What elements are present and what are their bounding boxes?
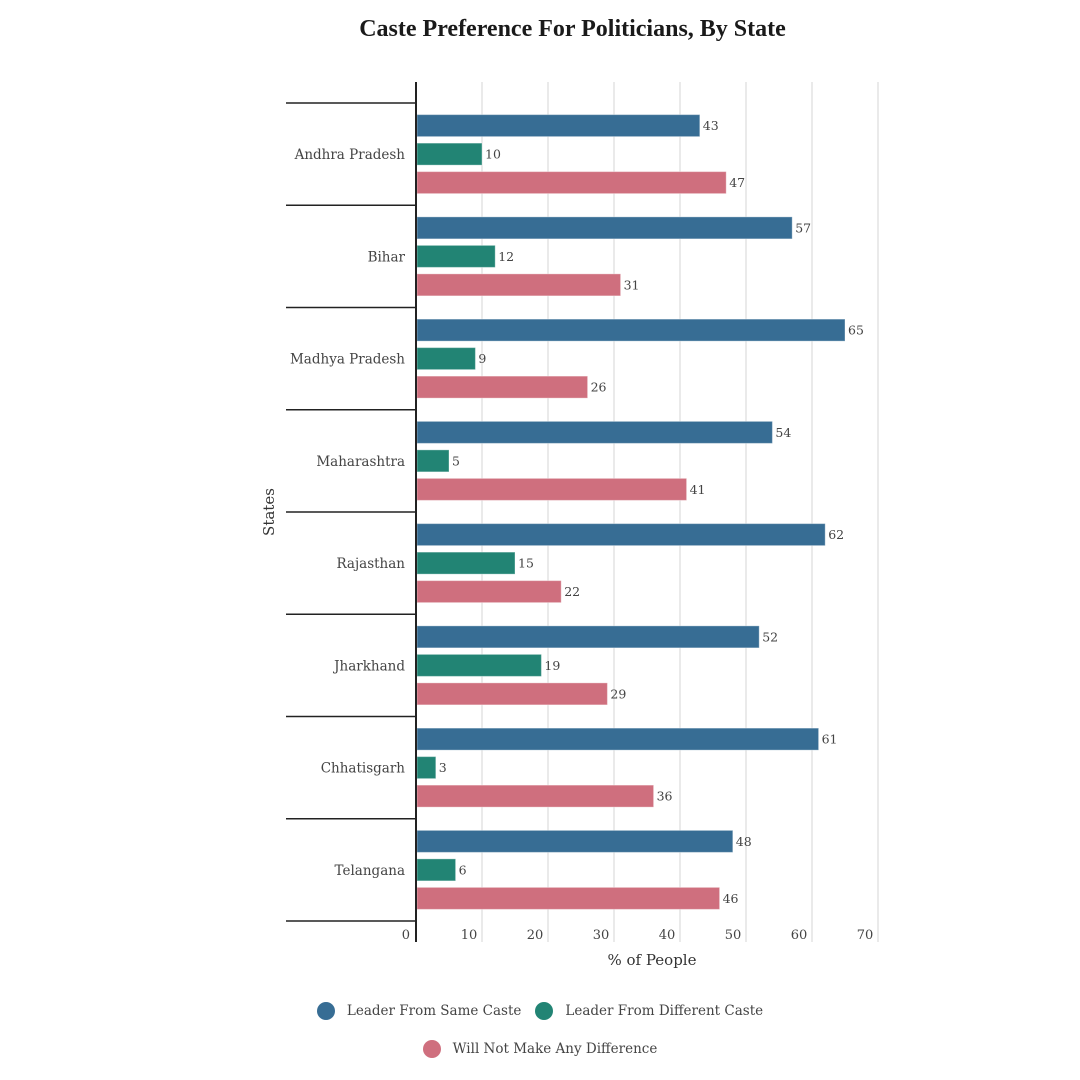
bar-value-label: 22	[564, 584, 580, 599]
category-label: Bihar	[368, 249, 406, 265]
bar-value-label: 43	[703, 118, 719, 133]
bar-leader-from-different-caste[interactable]	[416, 244, 496, 268]
bars	[416, 114, 846, 910]
legend-row-2: Will Not Make Any Difference	[0, 1040, 1080, 1058]
bar-value-label: 31	[624, 277, 640, 292]
bar-will-not-make-any-difference[interactable]	[416, 682, 608, 706]
bar-value-label: 54	[775, 425, 791, 440]
bar-value-label: 41	[690, 482, 706, 497]
bar-leader-from-different-caste[interactable]	[416, 449, 450, 473]
bar-value-label: 65	[848, 323, 864, 338]
bar-will-not-make-any-difference[interactable]	[416, 477, 688, 501]
legend-item-no-difference[interactable]: Will Not Make Any Difference	[422, 1040, 658, 1058]
bar-value-label: 29	[610, 686, 626, 701]
bar-leader-from-different-caste[interactable]	[416, 756, 437, 780]
bar-will-not-make-any-difference[interactable]	[416, 171, 727, 195]
bar-will-not-make-any-difference[interactable]	[416, 886, 721, 910]
bar-value-label: 61	[822, 732, 838, 747]
x-tick-label: 20	[527, 928, 544, 943]
gridlines	[481, 82, 879, 942]
x-tick-label: 50	[725, 928, 742, 943]
bar-leader-from-same-caste[interactable]	[416, 523, 826, 547]
value-labels: 43 10 47 57 12 31 65 9 26 54 5 41 62 15 22 52 19 29 61 3 36 4…	[439, 118, 864, 906]
bar-value-label: 9	[478, 351, 486, 366]
bar-value-label: 10	[485, 147, 501, 162]
bar-value-label: 15	[518, 556, 534, 571]
bar-value-label: 5	[452, 453, 460, 468]
bar-value-label: 6	[459, 862, 467, 877]
bar-value-label: 12	[498, 249, 514, 264]
bar-leader-from-different-caste[interactable]	[416, 551, 516, 575]
x-tick-label: 70	[857, 928, 874, 943]
bar-leader-from-different-caste[interactable]	[416, 858, 457, 882]
bar-leader-from-different-caste[interactable]	[416, 653, 542, 677]
bar-value-label: 26	[591, 380, 607, 395]
bar-leader-from-different-caste[interactable]	[416, 347, 476, 371]
bar-value-label: 52	[762, 629, 778, 644]
bar-will-not-make-any-difference[interactable]	[416, 273, 622, 297]
x-tick-label: 10	[461, 928, 478, 943]
x-tick-label: 40	[659, 928, 676, 943]
legend-dot-icon	[316, 1002, 335, 1020]
legend-row-1: Leader From Same Caste Leader From Diffe…	[0, 1002, 1080, 1020]
bar-leader-from-same-caste[interactable]	[416, 829, 734, 853]
bar-value-label: 47	[729, 175, 745, 190]
legend-item-same-caste[interactable]: Leader From Same Caste	[316, 1002, 522, 1020]
bar-leader-from-same-caste[interactable]	[416, 420, 773, 444]
x-tick-label: 0	[402, 928, 410, 943]
category-label: Telangana	[335, 863, 405, 879]
category-label: Jharkhand	[332, 658, 405, 674]
bar-value-label: 57	[795, 220, 811, 235]
bar-leader-from-same-caste[interactable]	[416, 216, 793, 240]
legend-item-different-caste[interactable]: Leader From Different Caste	[535, 1002, 763, 1020]
bar-leader-from-same-caste[interactable]	[416, 727, 820, 751]
legend-dot-icon	[422, 1040, 441, 1058]
legend-dot-icon	[535, 1002, 554, 1020]
bar-value-label: 62	[828, 527, 844, 542]
legend-label: Leader From Same Caste	[346, 1003, 522, 1019]
category-label: Chhatisgarh	[321, 761, 406, 777]
bar-value-label: 48	[736, 834, 752, 849]
category-label: Maharashtra	[316, 454, 405, 470]
bar-value-label: 36	[657, 789, 673, 804]
x-tick-label: 30	[593, 928, 610, 943]
category-axis: Andhra Pradesh Bihar Madhya Pradesh Maharas…	[286, 102, 416, 922]
legend-label: Leader From Different Caste	[565, 1003, 764, 1019]
bar-will-not-make-any-difference[interactable]	[416, 580, 562, 604]
legend-label: Will Not Make Any Difference	[452, 1041, 658, 1057]
bar-value-label: 46	[723, 891, 739, 906]
bar-will-not-make-any-difference[interactable]	[416, 375, 589, 399]
bar-value-label: 3	[439, 760, 447, 775]
bar-value-label: 19	[544, 658, 560, 673]
bar-leader-from-different-caste[interactable]	[416, 142, 483, 166]
category-label: Andhra Pradesh	[294, 147, 406, 163]
category-label: Madhya Pradesh	[290, 352, 405, 368]
bar-leader-from-same-caste[interactable]	[416, 625, 760, 649]
x-tick-label: 60	[791, 928, 808, 943]
bar-leader-from-same-caste[interactable]	[416, 114, 701, 138]
x-axis-ticks: 0 10 20 30 40 50 60 70	[402, 928, 874, 943]
x-axis-title: % of People	[608, 951, 697, 969]
category-label: Rajasthan	[336, 556, 405, 572]
bar-will-not-make-any-difference[interactable]	[416, 784, 655, 808]
bar-leader-from-same-caste[interactable]	[416, 318, 846, 342]
y-axis-title: States	[260, 488, 278, 536]
chart-title: Caste Preference For Politicians, By Sta…	[359, 16, 786, 42]
